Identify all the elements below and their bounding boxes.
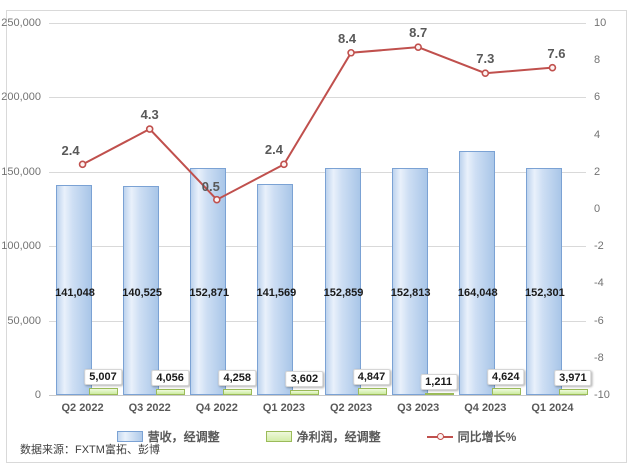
legend-label-yoy-growth: 同比增长% (457, 429, 517, 444)
horizontal-gridline (49, 97, 586, 99)
revenue-bar (525, 168, 562, 395)
net-profit-bar (357, 387, 387, 395)
revenue-value-label: 141,569 (256, 287, 297, 299)
right-axis-tick-label: -10 (594, 389, 610, 401)
left-axis-tick-label: 100,000 (1, 240, 41, 253)
revenue-swatch-icon (116, 430, 143, 442)
horizontal-gridline (49, 23, 586, 24)
x-axis-category-label: Q4 2022 (195, 402, 238, 414)
net-profit-value-label: 1,211 (420, 374, 458, 391)
yoy-data-point-marker (280, 160, 288, 169)
yoy-value-label: 4.3 (140, 107, 159, 123)
yoy-value-label: 0.5 (201, 178, 220, 194)
horizontal-gridline (49, 246, 586, 248)
revenue-value-label: 164,048 (457, 287, 498, 299)
x-axis-category-label: Q4 2023 (464, 402, 507, 414)
x-axis-category-label: Q1 2023 (262, 402, 306, 414)
revenue-bar (56, 185, 92, 395)
yoy-growth-line (78, 43, 557, 204)
revenue-value-label: 152,813 (390, 287, 431, 299)
yoy-value-label: 7.3 (476, 51, 495, 67)
right-axis-tick-label: 4 (594, 128, 601, 141)
revenue-value-label: 152,871 (189, 287, 230, 299)
yoy-data-point-marker (347, 48, 355, 57)
left-axis-tick-label: 0 (34, 389, 41, 401)
x-axis-category-label: Q2 2022 (61, 402, 104, 414)
right-axis-tick-label: -2 (594, 240, 604, 253)
right-axis-tick-label: 6 (594, 91, 601, 104)
right-axis-tick-label: -4 (594, 277, 604, 290)
data-source-note: 数据来源：FXTM富拓、彭博 (20, 444, 160, 456)
revenue-value-label: 141,048 (55, 287, 95, 299)
yoy-value-label: 2.4 (264, 142, 283, 158)
x-axis-category-label: Q3 2022 (128, 402, 171, 414)
net-profit-bar (156, 388, 186, 395)
horizontal-gridline (49, 395, 586, 396)
revenue-value-label: 140,525 (122, 287, 163, 299)
revenue-bar (123, 185, 160, 395)
left-axis-tick-label: 250,000 (1, 17, 41, 29)
yoy-line-marker-icon (426, 431, 453, 442)
revenue-bar (391, 167, 428, 395)
horizontal-gridline (49, 320, 586, 322)
yoy-data-point-marker (213, 195, 221, 204)
yoy-value-label: 8.7 (409, 25, 428, 41)
yoy-data-point-marker (78, 160, 87, 169)
x-axis-category-label: Q1 2024 (531, 402, 574, 414)
legend-item-revenue: 营收，经调整 (116, 428, 220, 445)
left-axis-tick-label: 200,000 (1, 91, 41, 104)
right-axis-tick-label: 0 (594, 203, 601, 215)
revenue-bar (458, 150, 495, 395)
revenue-bar (257, 184, 294, 395)
net-profit-value-label: 4,258 (218, 369, 257, 386)
x-axis-category-label: Q3 2023 (397, 402, 440, 414)
net-profit-bar (290, 389, 320, 395)
legend-label-net-profit: 净利润，经调整 (296, 429, 381, 444)
revenue-bar (324, 167, 361, 395)
left-axis-tick-label: 150,000 (1, 165, 41, 178)
yoy-data-point-marker (145, 125, 154, 133)
chart-legend: 营收，经调整 净利润，经调整 同比增长% (7, 427, 626, 445)
x-axis-category-label: Q2 2023 (329, 402, 373, 414)
net-profit-value-label: 3,971 (554, 370, 592, 387)
yoy-data-point-marker (481, 69, 490, 78)
net-profit-value-label: 3,602 (285, 370, 324, 387)
yoy-value-label: 8.4 (338, 30, 357, 46)
right-axis-tick-label: 8 (594, 54, 601, 67)
right-axis-tick-label: -6 (594, 314, 604, 327)
yoy-line-path (82, 46, 553, 201)
net-profit-bar (424, 393, 454, 396)
legend-item-net-profit: 净利润，经调整 (265, 428, 381, 445)
right-axis-tick-label: -8 (594, 351, 604, 364)
net-profit-swatch-icon (265, 430, 292, 442)
left-axis-tick-label: 50,000 (7, 314, 41, 327)
horizontal-gridline (49, 171, 586, 173)
net-profit-bar (89, 387, 118, 395)
net-profit-bar (223, 388, 253, 395)
revenue-value-label: 152,301 (524, 287, 565, 299)
chart-frame: 0 50,000 100,000 150,000 200,000 250,000 -10 -8… (1, 10, 627, 463)
yoy-value-label: 2.4 (61, 143, 80, 159)
legend-label-revenue: 营收，经调整 (147, 429, 220, 444)
yoy-data-point-marker (548, 63, 557, 72)
net-profit-bar (558, 389, 588, 395)
net-profit-bar (491, 388, 521, 395)
net-profit-value-label: 4,056 (151, 369, 189, 386)
right-axis-tick-label: 2 (594, 165, 601, 178)
yoy-data-point-marker (414, 43, 422, 51)
right-axis-tick-label: 10 (594, 17, 607, 29)
net-profit-value-label: 4,624 (486, 369, 525, 386)
net-profit-value-label: 5,007 (84, 368, 122, 385)
yoy-value-label: 7.6 (547, 45, 566, 61)
revenue-bar (190, 167, 227, 395)
legend-item-yoy-growth: 同比增长% (426, 428, 517, 445)
revenue-value-label: 152,859 (323, 287, 364, 299)
net-profit-value-label: 4,847 (352, 368, 391, 385)
